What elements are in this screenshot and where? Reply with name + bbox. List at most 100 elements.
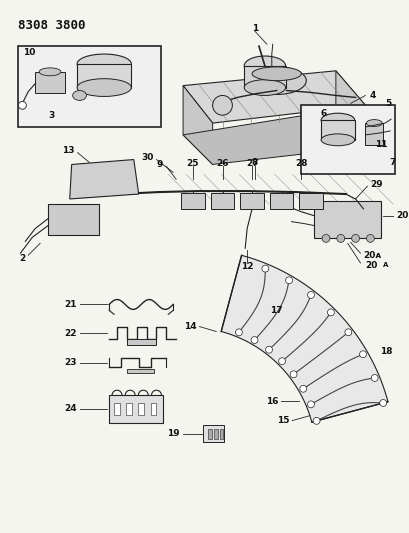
Circle shape	[212, 95, 232, 115]
Text: 27: 27	[245, 159, 258, 168]
Text: 25: 25	[186, 159, 199, 168]
Bar	[244, 66, 285, 87]
Bar	[269, 193, 293, 209]
Text: 8308 3800: 8308 3800	[18, 19, 86, 31]
Circle shape	[285, 277, 292, 284]
Bar	[48, 204, 99, 236]
Bar	[109, 395, 163, 423]
Text: 10: 10	[23, 47, 35, 56]
Text: 30: 30	[141, 153, 153, 162]
Text: 22: 22	[64, 328, 76, 337]
Text: 6: 6	[319, 109, 326, 118]
Ellipse shape	[39, 68, 61, 76]
Text: 2: 2	[19, 254, 25, 263]
Circle shape	[379, 400, 386, 407]
Ellipse shape	[77, 79, 131, 96]
Circle shape	[235, 329, 242, 336]
Circle shape	[351, 235, 359, 243]
Bar	[76, 64, 130, 87]
Circle shape	[344, 329, 351, 336]
Text: 18: 18	[379, 348, 392, 356]
Bar	[299, 193, 322, 209]
Text: 28: 28	[294, 159, 307, 168]
Text: 26: 26	[216, 159, 228, 168]
Ellipse shape	[244, 56, 285, 76]
Bar	[18, 46, 161, 127]
Polygon shape	[183, 71, 364, 123]
Ellipse shape	[319, 112, 341, 128]
Polygon shape	[70, 159, 138, 199]
Text: 29: 29	[369, 180, 382, 189]
Bar	[364, 123, 382, 145]
Circle shape	[347, 122, 363, 138]
Text: 20: 20	[395, 211, 407, 220]
Ellipse shape	[244, 80, 285, 95]
Text: 9: 9	[157, 160, 163, 169]
Text: 17: 17	[270, 305, 282, 314]
Text: 23: 23	[64, 358, 76, 367]
Polygon shape	[183, 110, 364, 165]
Circle shape	[299, 385, 306, 392]
Bar	[320, 120, 354, 140]
Bar	[138, 403, 144, 415]
Text: 19: 19	[167, 429, 180, 438]
Text: 15: 15	[276, 416, 288, 425]
Text: 16: 16	[265, 397, 278, 406]
Circle shape	[265, 346, 272, 353]
Bar	[210, 193, 234, 209]
Circle shape	[336, 235, 344, 243]
Text: 7: 7	[388, 158, 395, 167]
Bar	[181, 193, 204, 209]
Circle shape	[312, 417, 319, 424]
Ellipse shape	[366, 119, 381, 126]
Circle shape	[261, 265, 268, 272]
Bar	[35, 72, 65, 93]
Bar	[114, 403, 120, 415]
Circle shape	[307, 292, 314, 298]
Text: 21: 21	[64, 300, 76, 309]
Text: A: A	[382, 262, 388, 268]
Bar	[202, 425, 224, 442]
Bar	[301, 106, 394, 174]
Circle shape	[321, 235, 329, 243]
Ellipse shape	[77, 54, 131, 74]
Circle shape	[359, 351, 366, 358]
Polygon shape	[183, 86, 212, 165]
Text: 11: 11	[374, 140, 387, 149]
Text: 1: 1	[251, 24, 258, 33]
Circle shape	[250, 336, 257, 343]
Polygon shape	[335, 71, 364, 147]
Text: 3: 3	[49, 111, 55, 120]
Bar	[313, 201, 380, 238]
Text: 24: 24	[64, 405, 76, 414]
Bar	[150, 403, 156, 415]
Text: 5: 5	[384, 99, 391, 108]
Circle shape	[371, 375, 377, 382]
Text: 20ᴀ: 20ᴀ	[363, 251, 381, 260]
Ellipse shape	[320, 134, 354, 146]
Text: 12: 12	[240, 262, 253, 271]
Text: 14: 14	[184, 322, 196, 331]
Polygon shape	[220, 255, 387, 422]
Bar	[126, 403, 132, 415]
Bar	[240, 193, 263, 209]
Circle shape	[278, 358, 285, 365]
Ellipse shape	[247, 67, 306, 94]
Text: 8: 8	[251, 158, 258, 167]
Bar	[126, 368, 154, 374]
Bar	[207, 429, 211, 439]
Circle shape	[327, 309, 334, 316]
Circle shape	[18, 101, 26, 109]
Ellipse shape	[320, 113, 354, 127]
Ellipse shape	[72, 91, 86, 100]
Text: 4: 4	[369, 91, 375, 100]
Bar	[126, 339, 156, 345]
Circle shape	[307, 401, 314, 408]
Bar	[219, 429, 223, 439]
Text: 20: 20	[364, 261, 377, 270]
Text: 13: 13	[62, 146, 74, 155]
Ellipse shape	[252, 67, 301, 80]
Circle shape	[290, 371, 296, 378]
Bar	[213, 429, 217, 439]
Circle shape	[366, 235, 373, 243]
